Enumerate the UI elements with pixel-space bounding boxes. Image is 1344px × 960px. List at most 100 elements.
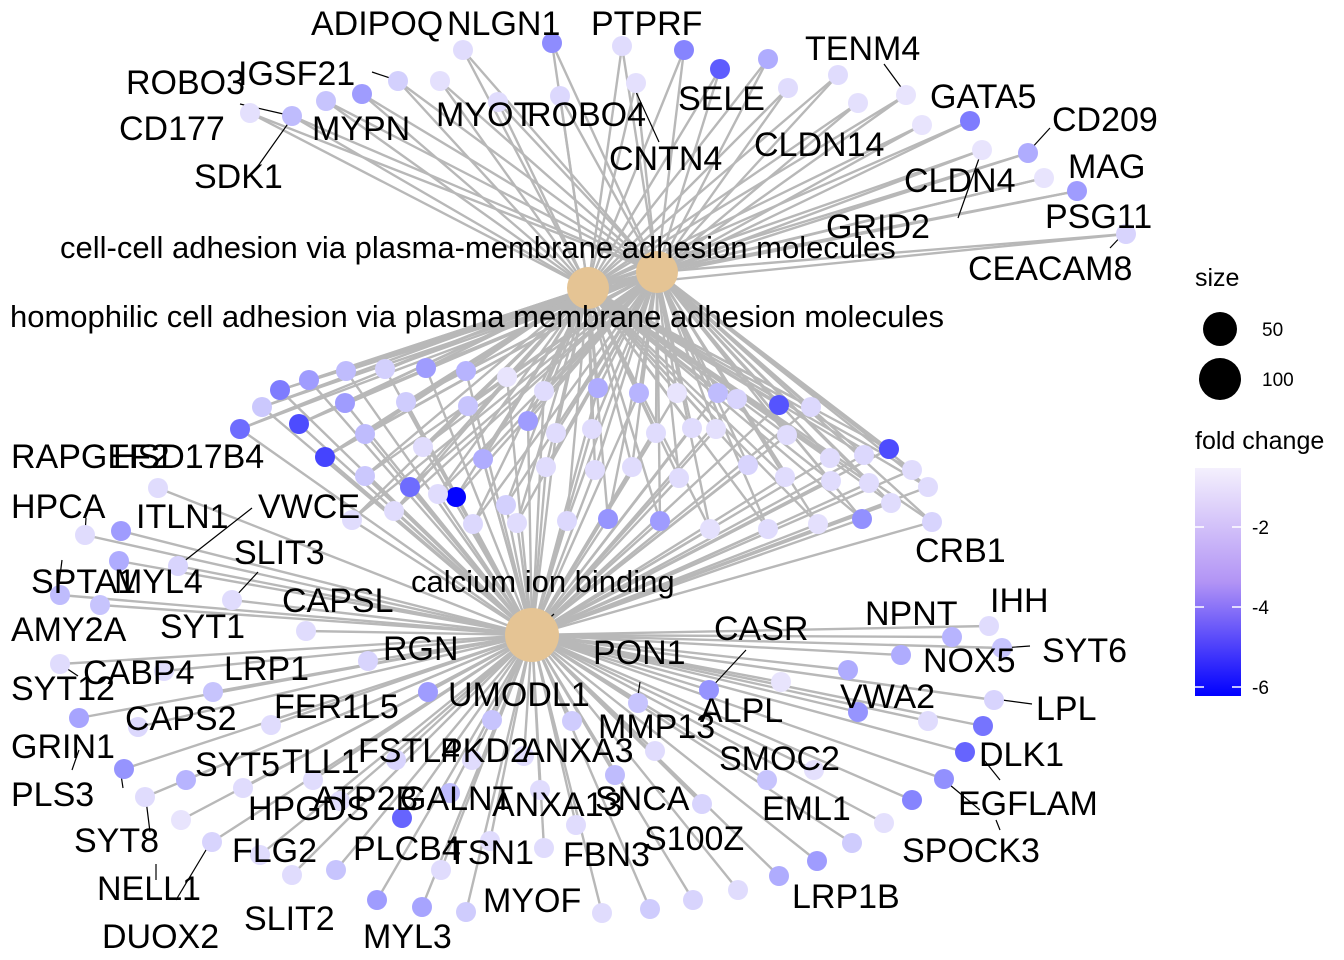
gene-label-tll1: TLL1 <box>282 743 360 781</box>
legend-size-key-50 <box>1203 312 1237 346</box>
gene-node <box>135 787 155 807</box>
gene-node-layer <box>50 33 1136 923</box>
gene-label-vwce: VWCE <box>258 488 360 526</box>
gene-node <box>440 783 460 803</box>
category-hub-ho <box>636 251 678 293</box>
gene-node <box>848 93 868 113</box>
gene-node <box>626 73 646 93</box>
legend: size 50 100 fold change -2 -4 -6 <box>1195 264 1324 699</box>
edge <box>531 520 661 636</box>
gene-label-ceacam8: CEACAM8 <box>968 250 1132 288</box>
edge <box>393 271 658 512</box>
gene-node <box>233 778 253 798</box>
gene-node <box>203 682 223 702</box>
gene-label-flg2: FLG2 <box>232 832 317 870</box>
edge <box>530 392 641 636</box>
gene-node <box>874 813 894 833</box>
gene-node <box>557 511 577 531</box>
gene-node <box>453 40 473 60</box>
gene-node <box>683 890 703 910</box>
gene-label-galnt: GALNT <box>400 780 513 818</box>
gene-node <box>299 370 319 390</box>
edge <box>656 189 1078 274</box>
gene-node <box>605 765 625 785</box>
edge <box>655 271 662 522</box>
gene-node <box>261 715 281 735</box>
edge <box>59 593 533 637</box>
gene-node <box>821 471 841 491</box>
gene-node <box>692 794 712 814</box>
gene-node <box>1018 143 1038 163</box>
gene-node <box>646 423 666 443</box>
edge <box>587 287 769 530</box>
gene-node <box>396 392 416 412</box>
gene-node <box>154 661 174 681</box>
gene-node <box>769 395 789 415</box>
gene-label-amy2a: AMY2A <box>11 611 127 649</box>
gene-label-anxa3: ANXA3 <box>522 732 634 770</box>
edge <box>530 634 578 826</box>
gene-node <box>758 519 778 539</box>
edge <box>531 527 711 637</box>
gene-node <box>955 742 975 762</box>
edge <box>531 633 945 781</box>
gene-node <box>497 367 517 387</box>
gene-label-nlgn1: NLGN1 <box>447 5 560 43</box>
gene-node <box>972 140 992 160</box>
gene-node <box>400 477 420 497</box>
gene-node <box>942 627 962 647</box>
gene-node <box>918 477 938 497</box>
gene-node <box>992 638 1012 658</box>
edge <box>550 42 659 273</box>
gene-node <box>69 708 89 728</box>
edge <box>531 633 913 802</box>
gene-node <box>727 389 747 409</box>
gene-label-s100z: S100Z <box>644 820 744 858</box>
legend-color-tick-neg4: -4 <box>1252 598 1269 619</box>
gene-node <box>598 509 618 529</box>
gene-label-spock3: SPOCK3 <box>902 832 1040 870</box>
gene-node <box>640 899 660 919</box>
gene-node <box>542 33 562 53</box>
edge <box>515 271 659 524</box>
edge <box>308 379 533 636</box>
edge-layer <box>59 42 1127 914</box>
gene-node <box>710 59 730 79</box>
gene-node <box>700 519 720 539</box>
edge <box>163 633 533 673</box>
edge <box>531 633 849 672</box>
gene-node <box>413 437 433 457</box>
gene-node <box>473 449 493 469</box>
edge <box>424 367 534 636</box>
edge <box>464 634 534 913</box>
edge <box>531 633 995 702</box>
gene-node <box>585 460 605 480</box>
edge <box>634 82 659 273</box>
edge <box>586 287 662 522</box>
gene-label-hpgds: HPGDS <box>248 790 369 828</box>
gene-node <box>912 115 932 135</box>
gene-node <box>50 585 70 605</box>
edge <box>325 99 658 274</box>
gene-label-cd177: CD177 <box>119 110 225 148</box>
edge <box>120 529 533 637</box>
leader-line <box>995 819 1001 831</box>
edge <box>526 420 534 636</box>
gene-label-sdk1: SDK1 <box>194 158 283 196</box>
gene-node <box>1116 224 1136 244</box>
edge <box>531 633 815 772</box>
gene-node <box>807 851 827 871</box>
gene-node <box>75 525 95 545</box>
gene-node <box>462 750 482 770</box>
edge <box>137 633 533 729</box>
gene-node <box>588 378 608 398</box>
edge <box>655 58 770 273</box>
gene-node <box>622 457 642 477</box>
legend-size-key-100 <box>1199 358 1241 400</box>
edge <box>461 49 590 289</box>
edge <box>339 634 533 802</box>
legend-colorbar <box>1195 468 1241 696</box>
gene-node <box>1034 168 1054 188</box>
gene-node <box>456 902 476 922</box>
